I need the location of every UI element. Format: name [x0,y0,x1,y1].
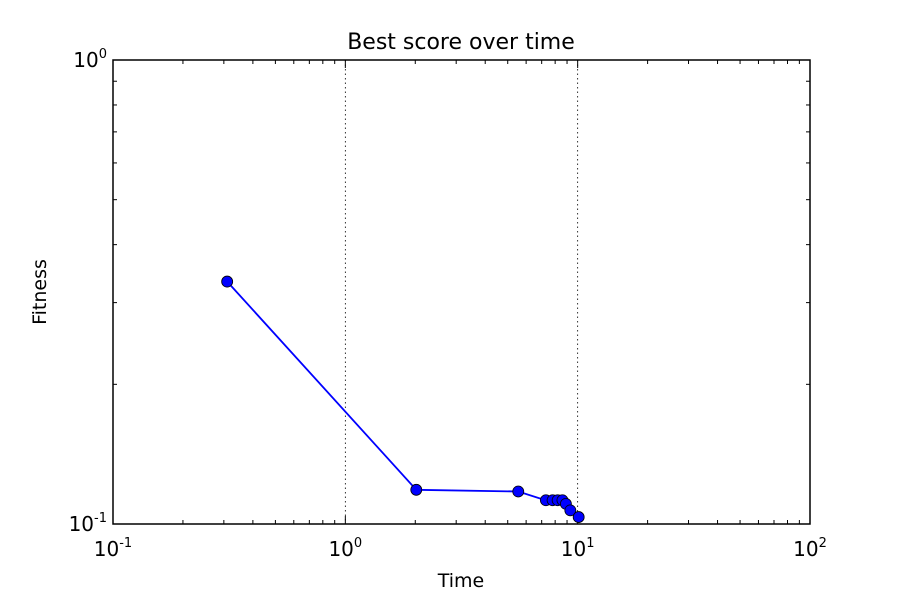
x-tick-label: 100 [328,536,362,561]
x-tick-label-base: 10 [793,537,818,561]
y-tick-label-base: 10 [69,512,94,536]
y-tick-label: 10-1 [69,511,107,536]
y-tick-label-base: 10 [73,48,98,72]
x-tick-label: 10-1 [94,536,132,561]
x-tick-label: 101 [561,536,595,561]
y-tick-label: 100 [73,47,107,72]
x-tick-label-base: 10 [94,537,119,561]
x-tick-label-exponent: 1 [586,536,594,551]
data-series [221,275,585,523]
x-tick-label: 102 [793,536,827,561]
y-tick-label-exponent: -1 [94,511,107,526]
x-tick-label-exponent: 2 [819,536,827,551]
data-point [221,275,234,288]
data-point [512,485,525,498]
y-tick-label-exponent: 0 [99,47,107,62]
data-point [564,504,577,517]
grid [344,60,579,524]
data-point [572,511,585,523]
data-point [410,483,423,496]
x-tick-label-exponent: -1 [119,536,132,551]
x-axis-label: Time [437,570,485,592]
y-axis-label: Fitness [29,259,51,325]
x-tick-label-exponent: 0 [354,536,362,551]
x-tick-label-base: 10 [561,537,586,561]
x-tick-label-base: 10 [328,537,353,561]
chart-title: Best score over time [347,30,575,55]
plot-area [112,59,811,525]
